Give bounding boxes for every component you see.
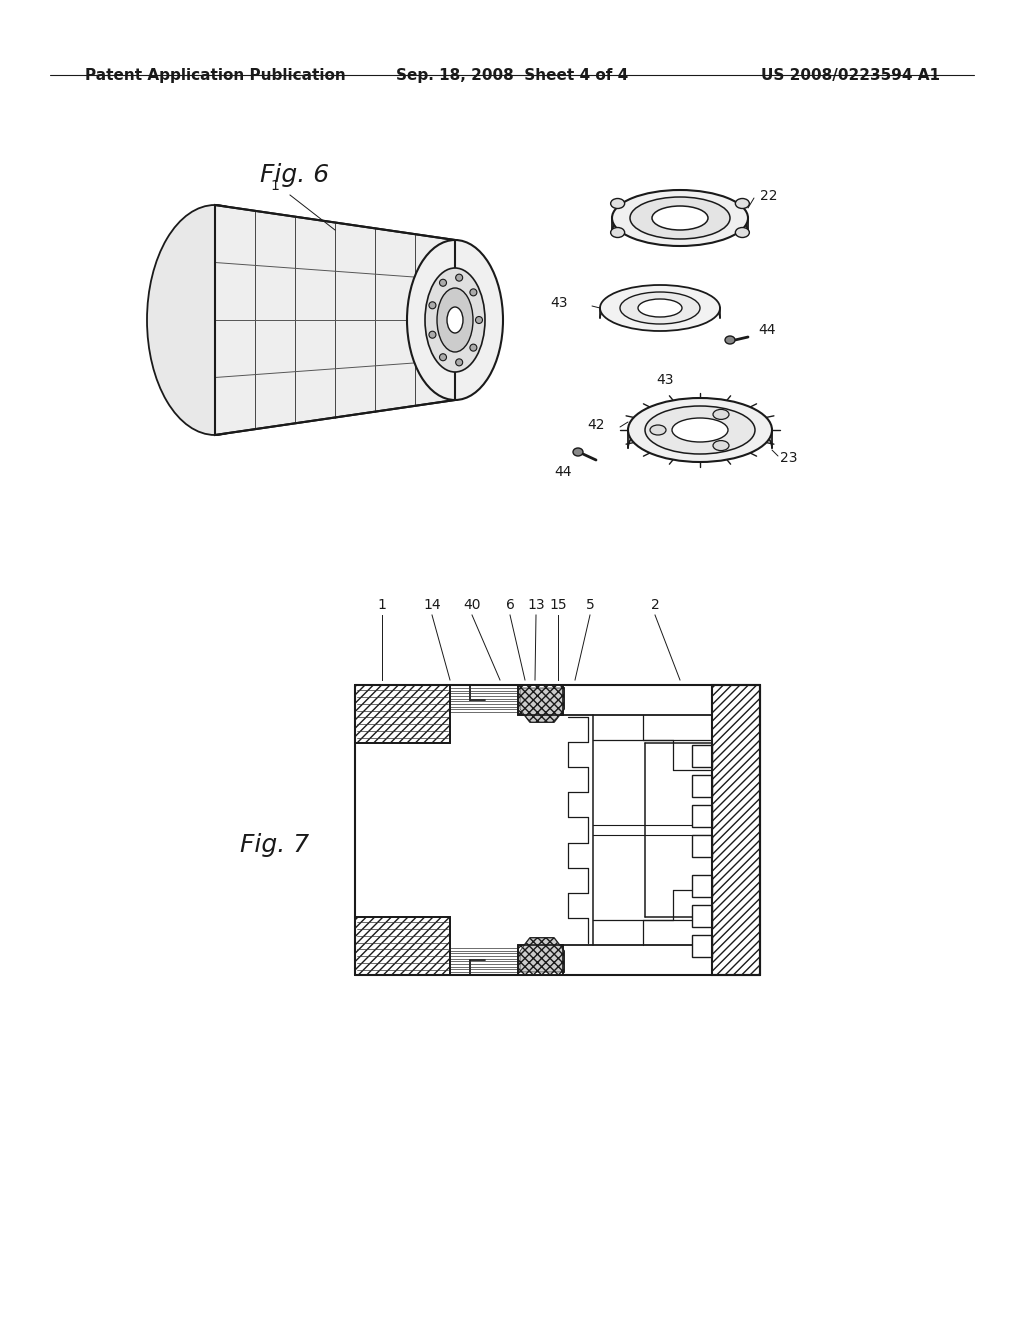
Ellipse shape: [470, 345, 477, 351]
Text: 44: 44: [554, 465, 571, 479]
Ellipse shape: [470, 289, 477, 296]
Ellipse shape: [612, 190, 748, 246]
Ellipse shape: [600, 285, 720, 331]
Ellipse shape: [437, 288, 473, 352]
Text: 2: 2: [650, 598, 659, 612]
Polygon shape: [520, 688, 564, 722]
Text: 43: 43: [656, 374, 674, 387]
Text: 1: 1: [270, 180, 280, 193]
Text: 6: 6: [506, 598, 514, 612]
Ellipse shape: [628, 399, 772, 462]
Ellipse shape: [725, 337, 735, 345]
Ellipse shape: [447, 308, 463, 333]
Bar: [692, 935, 712, 957]
Ellipse shape: [645, 407, 755, 454]
Text: 42: 42: [588, 418, 605, 432]
Ellipse shape: [147, 205, 283, 436]
Text: 14: 14: [423, 598, 440, 612]
Ellipse shape: [425, 268, 485, 372]
Ellipse shape: [456, 359, 463, 366]
Text: 23: 23: [780, 451, 798, 465]
Text: Patent Application Publication: Patent Application Publication: [85, 67, 346, 83]
Ellipse shape: [735, 227, 750, 238]
Text: 44: 44: [758, 323, 775, 337]
Ellipse shape: [638, 300, 682, 317]
Bar: [692, 906, 712, 927]
Bar: [692, 836, 712, 857]
Bar: [518, 685, 563, 715]
Ellipse shape: [672, 418, 728, 442]
Text: US 2008/0223594 A1: US 2008/0223594 A1: [761, 67, 940, 83]
Ellipse shape: [407, 240, 503, 400]
Bar: [692, 744, 712, 767]
Ellipse shape: [456, 275, 463, 281]
Polygon shape: [520, 939, 564, 972]
Ellipse shape: [429, 331, 436, 338]
Bar: [355, 917, 450, 975]
Text: 5: 5: [586, 598, 594, 612]
Ellipse shape: [475, 317, 482, 323]
Text: Fig. 6: Fig. 6: [260, 162, 329, 187]
Ellipse shape: [652, 206, 708, 230]
Bar: [355, 917, 450, 975]
Text: 40: 40: [463, 598, 480, 612]
Ellipse shape: [713, 409, 729, 420]
Bar: [712, 685, 760, 975]
Bar: [692, 775, 712, 797]
Text: 15: 15: [549, 598, 567, 612]
Text: 22: 22: [760, 189, 777, 203]
Text: 1: 1: [378, 598, 386, 612]
Bar: [518, 685, 563, 715]
Ellipse shape: [735, 198, 750, 209]
Ellipse shape: [610, 227, 625, 238]
Text: Fig. 7: Fig. 7: [240, 833, 309, 857]
Text: 13: 13: [527, 598, 545, 612]
Ellipse shape: [630, 197, 730, 239]
Bar: [692, 805, 712, 828]
Polygon shape: [215, 205, 455, 436]
Ellipse shape: [573, 447, 583, 455]
Text: 43: 43: [551, 296, 568, 310]
Bar: [355, 685, 450, 743]
Bar: [712, 685, 760, 975]
Ellipse shape: [439, 354, 446, 360]
Bar: [355, 685, 450, 743]
Ellipse shape: [429, 302, 436, 309]
Ellipse shape: [713, 441, 729, 450]
Bar: [692, 875, 712, 898]
Ellipse shape: [439, 280, 446, 286]
Ellipse shape: [610, 198, 625, 209]
Text: Sep. 18, 2008  Sheet 4 of 4: Sep. 18, 2008 Sheet 4 of 4: [396, 67, 628, 83]
Bar: [518, 945, 563, 975]
Ellipse shape: [650, 425, 666, 436]
Bar: [518, 945, 563, 975]
Ellipse shape: [620, 292, 700, 323]
